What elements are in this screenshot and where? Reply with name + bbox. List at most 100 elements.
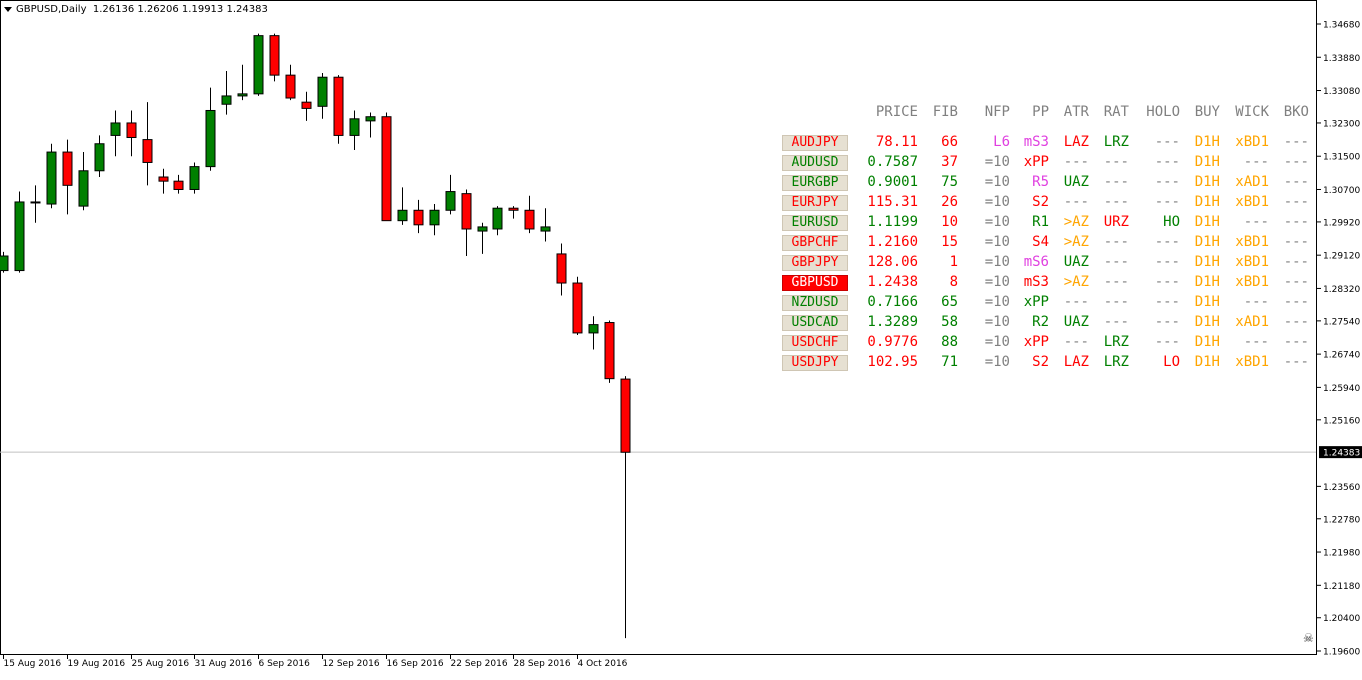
candle-body xyxy=(477,226,488,232)
dashboard-cell-rat: --- xyxy=(1103,314,1129,330)
dashboard-cell-pp: xPP xyxy=(1023,334,1049,350)
dashboard-header-rat: RAT xyxy=(1103,104,1129,120)
dashboard-cell-atr: --- xyxy=(1063,294,1089,310)
candle-body xyxy=(269,35,280,76)
dashboard-cell-rat: --- xyxy=(1103,274,1129,290)
dashboard-cell-wick: xBD1 xyxy=(1235,354,1269,370)
dashboard-cell-bko: --- xyxy=(1283,234,1309,250)
dashboard-cell-rat: --- xyxy=(1103,294,1129,310)
dashboard-header-price: PRICE xyxy=(875,104,918,120)
dashboard-cell-pp: S4 xyxy=(1032,234,1049,250)
price-axis-label: 1.20400 xyxy=(1323,614,1360,624)
symbol-button-usdchf[interactable]: USDCHF xyxy=(782,335,848,351)
dashboard-cell-rat: LRZ xyxy=(1103,354,1129,370)
dropdown-triangle-icon[interactable] xyxy=(4,6,12,12)
candle-body xyxy=(189,166,200,190)
dashboard-cell-holo: --- xyxy=(1154,174,1180,190)
price-axis-label: 1.25940 xyxy=(1323,384,1360,394)
candle-body xyxy=(588,324,599,334)
dashboard-cell-price: 1.1199 xyxy=(867,214,918,230)
dashboard-cell-nfp: =10 xyxy=(984,174,1010,190)
dashboard-header-fib: FIB xyxy=(932,104,958,120)
price-axis-label: 1.34680 xyxy=(1323,21,1360,31)
time-axis-label: 6 Sep 2016 xyxy=(259,659,311,669)
symbol-button-audusd[interactable]: AUDUSD xyxy=(782,155,848,171)
candle-body xyxy=(237,93,248,97)
symbol-button-usdjpy[interactable]: USDJPY xyxy=(782,355,848,371)
price-axis-label: 1.29920 xyxy=(1323,218,1360,228)
dashboard-cell-price: 115.31 xyxy=(867,194,918,210)
candle xyxy=(445,174,456,215)
candle xyxy=(189,162,200,194)
dashboard-cell-atr: --- xyxy=(1063,154,1089,170)
candle xyxy=(492,206,503,236)
dashboard-cell-buy: D1H xyxy=(1194,194,1220,210)
candle-body xyxy=(46,151,57,205)
dashboard-cell-holo: --- xyxy=(1154,234,1180,250)
symbol-button-gbpusd[interactable]: GBPUSD xyxy=(782,275,848,291)
dashboard-cell-pp: S2 xyxy=(1032,354,1049,370)
dashboard-cell-pp: R2 xyxy=(1032,314,1049,330)
current-price-label-bg xyxy=(1319,446,1362,459)
price-axis-label: 1.33880 xyxy=(1323,54,1360,64)
dashboard-cell-price: 1.3289 xyxy=(867,314,918,330)
dashboard-cell-buy: D1H xyxy=(1194,354,1220,370)
candle-body xyxy=(158,176,169,182)
dashboard-cell-nfp: =10 xyxy=(984,294,1010,310)
candle-body xyxy=(317,76,328,107)
candle xyxy=(30,185,41,223)
skull-icon[interactable]: ☠ xyxy=(1303,631,1314,645)
time-axis-label: 22 Sep 2016 xyxy=(451,659,508,669)
candle-body xyxy=(30,201,41,204)
dashboard-cell-price: 0.7166 xyxy=(867,294,918,310)
candle-body xyxy=(445,191,456,211)
price-axis-label: 1.27540 xyxy=(1323,317,1360,327)
symbol-button-nzdusd[interactable]: NZDUSD xyxy=(782,295,848,311)
dashboard-cell-nfp: =10 xyxy=(984,234,1010,250)
symbol-button-eurgbp[interactable]: EURGBP xyxy=(782,175,848,191)
price-axis-label: 1.26740 xyxy=(1323,351,1360,361)
dashboard-cell-atr: LAZ xyxy=(1063,134,1089,150)
symbol-button-usdcad[interactable]: USDCAD xyxy=(782,315,848,331)
current-price-line-group: 1.24383 xyxy=(0,446,1362,459)
dashboard-cell-nfp: =10 xyxy=(984,214,1010,230)
symbol-button-gbpjpy[interactable]: GBPJPY xyxy=(782,255,848,271)
candle xyxy=(94,135,105,178)
chart-header: GBPUSD,Daily 1.26136 1.26206 1.19913 1.2… xyxy=(4,4,268,15)
dashboard-cell-atr: UAZ xyxy=(1063,254,1089,270)
dashboard-cell-nfp: =10 xyxy=(984,354,1010,370)
candle xyxy=(556,243,567,296)
candle xyxy=(221,70,232,115)
candle-body xyxy=(0,255,9,272)
symbol-button-gbpchf[interactable]: GBPCHF xyxy=(782,235,848,251)
dashboard-cell-wick: --- xyxy=(1243,294,1269,310)
dashboard-cell-bko: --- xyxy=(1283,274,1309,290)
dashboard-cell-rat: --- xyxy=(1103,194,1129,210)
ohlc-values: 1.26136 1.26206 1.19913 1.24383 xyxy=(92,4,268,15)
price-axis-label: 1.29120 xyxy=(1323,252,1360,262)
dashboard-cell-price: 0.7587 xyxy=(867,154,918,170)
time-axis-label: 31 Aug 2016 xyxy=(195,659,253,669)
dashboard-cell-nfp: =10 xyxy=(984,154,1010,170)
candle xyxy=(46,143,57,209)
candle-body xyxy=(508,207,519,211)
symbol-button-audjpy[interactable]: AUDJPY xyxy=(782,135,848,151)
dashboard-cell-wick: xBD1 xyxy=(1235,274,1269,290)
symbol-button-eurusd[interactable]: EURUSD xyxy=(782,215,848,231)
plot-border xyxy=(0,0,1317,655)
dashboard-cell-pp: R5 xyxy=(1032,174,1049,190)
candle xyxy=(461,189,472,257)
dashboard-cell-buy: D1H xyxy=(1194,334,1220,350)
candle xyxy=(349,110,360,150)
dashboard-cell-holo: LO xyxy=(1163,354,1180,370)
candle xyxy=(477,222,488,254)
dashboard-cell-bko: --- xyxy=(1283,194,1309,210)
candle xyxy=(429,204,440,236)
dashboard-cell-nfp: L6 xyxy=(993,134,1010,150)
dashboard-cell-nfp: =10 xyxy=(984,254,1010,270)
candle xyxy=(205,87,216,171)
symbol-button-eurjpy[interactable]: EURJPY xyxy=(782,195,848,211)
candle-body xyxy=(365,116,376,122)
